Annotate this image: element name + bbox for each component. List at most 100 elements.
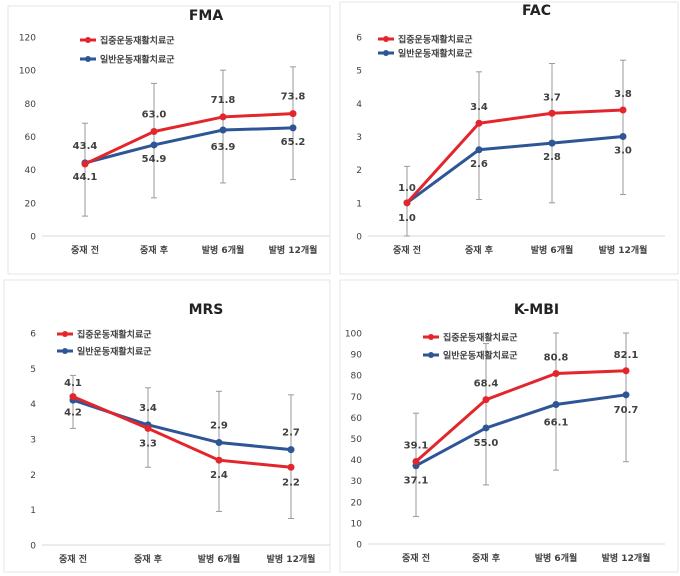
- legend-label: 일반운동재활치료군: [77, 346, 152, 358]
- y-tick-label: 50: [351, 435, 363, 445]
- data-point: [475, 146, 483, 154]
- data-label: 3.3: [139, 438, 157, 449]
- legend-label: 집중운동재활치료군: [443, 332, 518, 344]
- series-line-1: [415, 369, 627, 463]
- y-tick-label: 6: [30, 330, 36, 340]
- data-point: [619, 133, 627, 140]
- data-label: 43.4: [73, 141, 98, 152]
- data-label: 65.2: [281, 137, 306, 148]
- legend-marker: [428, 334, 434, 340]
- y-tick-label: 3: [356, 133, 362, 143]
- y-tick-label: 80: [25, 100, 37, 110]
- x-tick-label: 중재 전: [71, 244, 99, 256]
- data-point: [219, 126, 227, 134]
- x-tick-label: 발병 6개월: [531, 244, 574, 256]
- chart-title: K-MBI: [514, 302, 559, 318]
- x-tick-label: 중재 전: [393, 244, 421, 256]
- legend-label: 일반운동재활치료군: [100, 54, 175, 66]
- x-tick-label: 중재 후: [472, 552, 501, 564]
- y-tick-label: 120: [19, 34, 36, 44]
- data-label: 73.8: [281, 92, 306, 103]
- y-tick-label: 6: [356, 34, 362, 44]
- panel-border: [339, 279, 679, 573]
- x-tick-label: 발병 12개월: [602, 552, 651, 564]
- x-tick-label: 중재 전: [59, 553, 87, 565]
- data-label: 1.0: [398, 183, 416, 194]
- legend-marker: [85, 56, 91, 62]
- data-point: [619, 106, 627, 114]
- data-point: [215, 439, 223, 447]
- chart-title: MRS: [189, 302, 224, 318]
- data-point: [552, 401, 560, 409]
- data-point: [289, 124, 297, 132]
- y-tick-label: 20: [25, 199, 37, 209]
- data-label: 71.8: [211, 95, 236, 106]
- data-point: [69, 393, 77, 401]
- legend-marker: [62, 348, 68, 354]
- data-label: 63.9: [211, 142, 236, 153]
- chart-kmbi: K-MBI 0 10 20 30 40 50 60 70 80 90 100 중재 전 중재 후 발병 6개…: [339, 279, 679, 573]
- data-label: 54.9: [142, 154, 167, 165]
- legend-marker: [428, 352, 434, 358]
- y-tick-label: 5: [30, 365, 36, 375]
- y-tick-label: 0: [356, 541, 362, 551]
- data-point: [287, 463, 295, 471]
- data-point: [622, 367, 630, 375]
- data-label: 68.4: [474, 379, 499, 390]
- legend-marker: [85, 37, 91, 43]
- y-tick-label: 80: [351, 372, 363, 382]
- y-tick-label: 3: [30, 436, 36, 446]
- data-label: 2.8: [543, 152, 561, 163]
- data-label: 3.8: [614, 89, 632, 100]
- data-label: 39.1: [404, 440, 429, 451]
- panel-border: [339, 1, 679, 275]
- series-line-1: [405, 108, 624, 204]
- y-tick-label: 4: [356, 100, 362, 110]
- x-tick-label: 발병 12개월: [269, 244, 318, 256]
- data-point: [289, 110, 297, 118]
- data-label: 37.1: [404, 476, 429, 487]
- data-label: 2.9: [210, 421, 228, 432]
- x-tick-label: 중재 전: [402, 552, 430, 564]
- y-tick-label: 1: [356, 199, 362, 209]
- x-tick-label: 발병 12개월: [599, 244, 648, 256]
- data-point: [475, 119, 483, 127]
- panel-border: [3, 279, 331, 573]
- data-point: [150, 128, 158, 136]
- data-label: 70.7: [614, 405, 639, 416]
- data-point: [412, 457, 420, 465]
- y-tick-label: 30: [351, 477, 363, 487]
- data-label: 1.0: [398, 213, 416, 224]
- data-point: [622, 391, 630, 399]
- data-label: 2.6: [470, 159, 488, 170]
- data-label: 2.4: [210, 470, 228, 481]
- data-label: 4.1: [64, 378, 82, 389]
- data-point: [215, 456, 223, 464]
- legend-marker: [383, 50, 389, 56]
- data-label: 2.7: [282, 428, 300, 439]
- data-point: [548, 139, 556, 147]
- legend-label: 일반운동재활치료군: [443, 350, 518, 362]
- chart-title: FMA: [189, 8, 223, 24]
- y-tick-label: 20: [351, 498, 363, 508]
- x-tick-label: 발병 6개월: [198, 553, 241, 565]
- chart-fac: FAC 0 1 2 3 4 5 6 중재 전 중재 후 발병 6개월 발병 12개월 1.0 3.4 3.7…: [339, 1, 679, 275]
- y-tick-label: 60: [25, 133, 37, 143]
- chart-fma: FMA 0 20 40 60 80 100 120 중재 전 중재 후 발병 6개월 발병 12개월 4…: [7, 5, 331, 275]
- x-tick-label: 중재 후: [465, 244, 494, 256]
- y-tick-label: 2: [30, 471, 36, 481]
- y-tick-label: 4: [30, 400, 36, 410]
- y-tick-label: 0: [356, 233, 362, 243]
- legend-label: 일반운동재활치료군: [398, 48, 473, 60]
- data-label: 66.1: [544, 418, 569, 429]
- data-label: 3.4: [139, 403, 157, 414]
- legend-label: 집중운동재활치료군: [100, 35, 175, 47]
- y-tick-label: 0: [30, 542, 36, 552]
- y-tick-label: 60: [351, 414, 363, 424]
- legend-label: 집중운동재활치료군: [77, 329, 152, 341]
- x-tick-label: 발병 12개월: [267, 553, 316, 565]
- data-label: 80.8: [544, 353, 569, 364]
- series-line-2: [84, 126, 294, 165]
- data-point: [287, 446, 295, 454]
